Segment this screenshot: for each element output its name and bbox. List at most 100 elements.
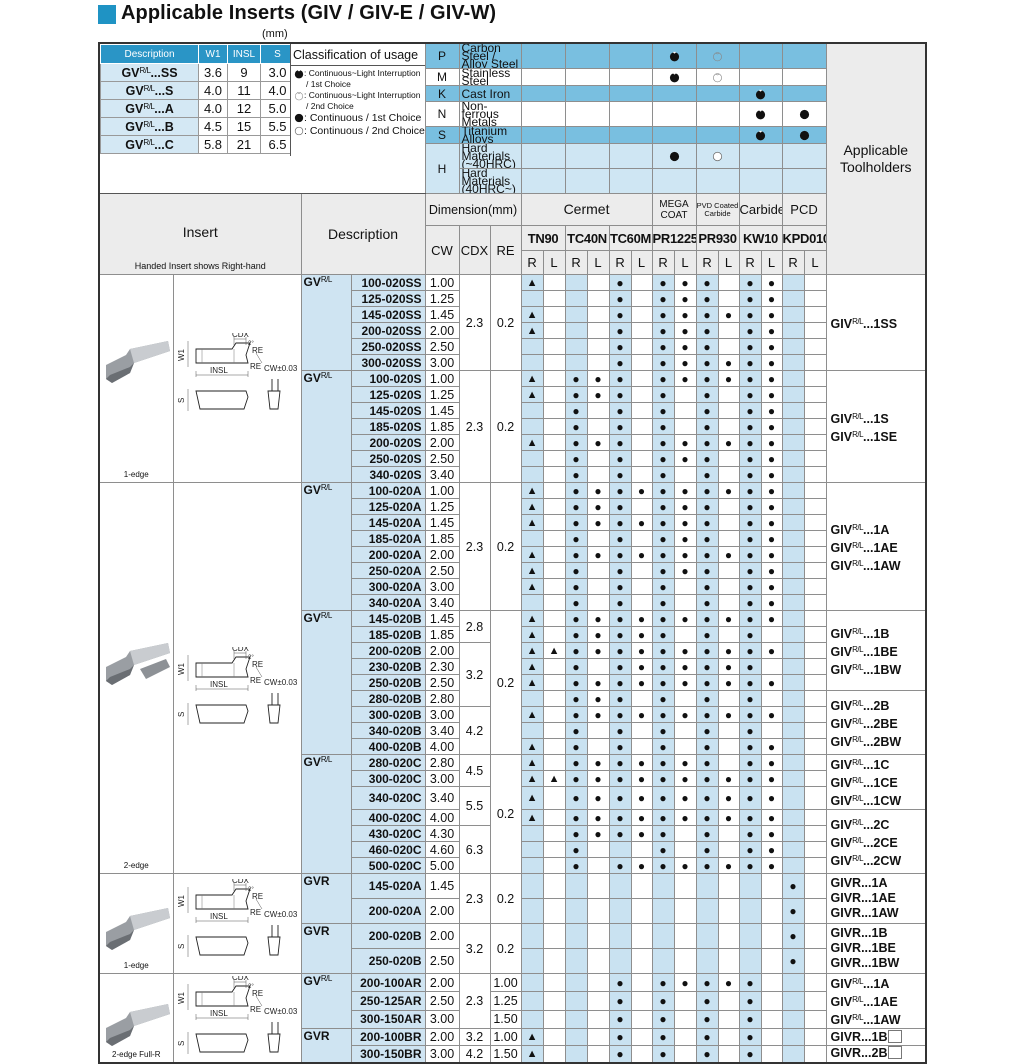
checkbox-icon [888,1046,903,1060]
filled-circle-mark: ● [651,857,675,874]
re-header: RE [489,225,522,275]
filled-circle-mark: ● [630,546,653,563]
filled-circle-mark: ● [651,825,675,842]
table-row: 300-020B 3.00 4.2 ▲ ● ● ● ● ● ● ● ● ● ● [99,706,926,755]
filled-circle-mark: ● [695,857,719,874]
filled-circle-mark: ● [760,418,783,435]
cdx-value: 6.3 [458,825,491,874]
material-grade-cell [695,168,740,194]
table-row: 280-020B 2.80 ● ● ● ● ● ● GIVR/L...2B GIVR/L...2B… [99,690,927,755]
toolholder-cell: GIVR...2B [825,1045,927,1063]
empty-mark [520,825,544,842]
re-value: 0.2 [489,274,522,371]
empty-mark [760,658,783,675]
diagram-label: RE [252,892,263,901]
triangle-mark: ▲ [520,658,544,675]
toolholder-suffix: ...1AW [861,906,899,920]
empty-mark [803,482,827,499]
hand-marker: R/L [852,794,864,803]
empty-mark [630,898,653,924]
material-grade-cell [608,126,653,144]
empty-mark [630,1028,653,1046]
empty-mark [781,738,805,755]
empty-mark [717,466,740,483]
filled-circle-mark: ● [651,1009,675,1030]
diagram-label: INSL [210,1009,228,1018]
empty-mark [564,354,588,371]
filled-circle-mark: ● [608,626,632,643]
toolholder-suffix: ...1S [863,411,889,426]
name-base: GVR [303,874,330,889]
empty-mark [520,690,544,707]
filled-circle-mark: ● [738,690,762,707]
classification-text: : Continuous / 1st Choice [304,111,422,124]
filled-circle-mark: ● [717,658,740,675]
classification-text: : Continuous / 2nd Choice [304,124,425,137]
empty-mark [586,402,610,419]
cw-value: 2.00 [424,546,460,563]
cw-value: 1.00 [424,370,460,387]
classification-item: : Continuous~Light Interruption [294,90,424,101]
triangle-mark: ▲ [520,482,544,499]
empty-mark [586,322,610,339]
name-base: GIV [830,698,853,713]
filled-circle-mark: ● [608,290,632,307]
material-grade-cell [695,101,740,127]
category-header: MEGA COAT [651,193,697,226]
diagram-label: W1 [177,991,186,1004]
empty-mark [760,972,783,993]
filled-circle-mark: ● [564,546,588,563]
filled-circle-mark: ● [673,274,697,291]
cw-value: 4.00 [424,809,460,826]
empty-mark [542,466,566,483]
name-base: GV [125,101,144,116]
toolholder-suffix: ...1SE [863,429,898,444]
filled-circle-mark: ● [608,306,632,323]
toolholder-suffix: ...1AW [863,558,901,573]
empty-mark [520,530,544,547]
grade-header: KW10 [738,225,783,251]
toolholder-suffix: ...2B [861,1046,888,1061]
insert-code: 200-100AR [350,972,426,993]
empty-mark [717,322,740,339]
empty-mark [630,562,653,579]
filled-circle-mark: ● [608,642,632,659]
name-base: GIV [830,522,853,537]
empty-mark [803,873,827,899]
filled-circle-mark: ● [738,642,762,659]
description-suffix: ...SS [150,65,178,80]
hand-header: R [520,250,544,275]
filled-circle-mark: ● [738,825,762,842]
triangle-mark: ▲ [542,642,566,659]
dimension-description: GVR/L...A [100,99,199,118]
empty-mark [781,514,805,531]
hand-marker: R/L [852,644,864,654]
insert-code: 280-020B [350,690,426,707]
empty-mark [608,841,632,858]
table-row: 340-020S 3.40 ● ● ● ● ● ● [99,466,926,483]
name-base: GIVR [830,926,862,940]
name-base: GIV [830,794,853,808]
empty-mark [803,825,827,842]
empty-mark [673,923,697,949]
table-row: 250-020SS 2.50 ● ● ● ● ● ● [99,338,926,355]
table-row: 230-020B 2.30 ▲ ● ● ● ● ● ● ● ● [99,658,926,675]
filled-circle-mark: ● [564,754,588,771]
name-base: GVR [303,1029,330,1044]
empty-mark [781,809,805,826]
empty-mark [630,466,653,483]
filled-circle-mark: ● [608,972,632,993]
insert-code: 145-020A [350,514,426,531]
filled-circle-mark: ● [651,514,675,531]
classification-legend: Classification of usage: Continuous~Ligh… [290,44,425,156]
empty-mark [542,857,566,874]
filled-circle-mark: ● [738,738,762,755]
empty-mark [673,1009,697,1030]
insert-code: 250-020A [350,562,426,579]
cw-value: 1.85 [424,530,460,547]
name-base: GIV [830,734,853,749]
toolholder-cell: GIVR...1B [825,1028,927,1046]
empty-mark [542,530,566,547]
empty-mark [803,498,827,515]
material-row: K Cast Iron [99,85,926,102]
